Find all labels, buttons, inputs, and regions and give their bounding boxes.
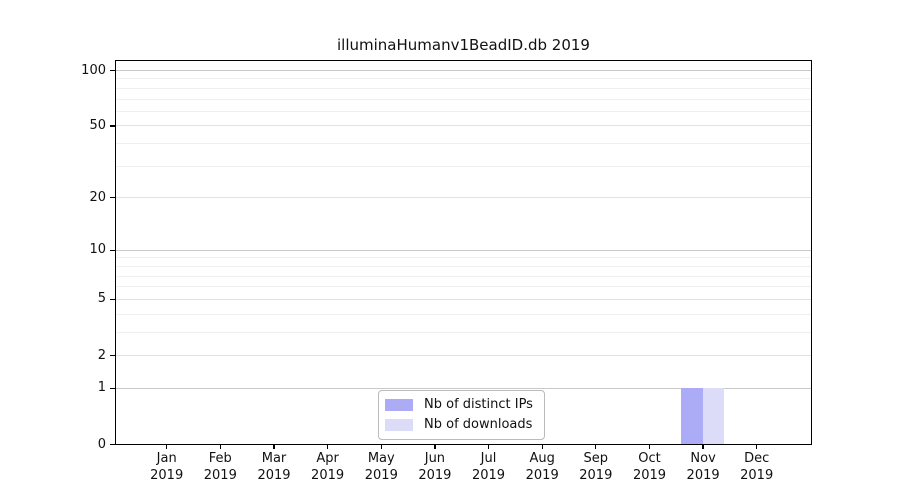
x-tick-text: Feb xyxy=(208,451,232,466)
x-tick-text: 2019 xyxy=(418,467,452,483)
gridline-minor xyxy=(116,331,811,333)
x-axis-tick xyxy=(380,444,382,449)
x-tick-text: Jan xyxy=(156,451,177,466)
x-tick-text: 2019 xyxy=(150,467,184,483)
x-axis-tick xyxy=(219,444,221,449)
gridline-minor xyxy=(116,286,811,288)
gridline-major xyxy=(116,298,811,300)
y-tick-label: 5 xyxy=(97,291,106,307)
x-axis-tick xyxy=(326,444,329,449)
y-tick-label: 2 xyxy=(97,347,106,363)
x-tick-label: Jun 2019 xyxy=(403,451,467,484)
y-axis-tick xyxy=(110,197,115,199)
y-tick-label: 50 xyxy=(89,117,106,133)
x-tick-label: Jan 2019 xyxy=(135,451,199,484)
y-tick-label: 1 xyxy=(97,380,106,396)
chart-title: illuminaHumanv1BeadID.db 2019 xyxy=(337,36,590,54)
gridline-minor xyxy=(116,110,811,112)
x-tick-label: May 2019 xyxy=(349,451,413,484)
gridline-minor xyxy=(116,313,811,315)
x-tick-text: May xyxy=(367,451,395,466)
x-tick-text: Aug xyxy=(529,451,555,466)
gridline-major xyxy=(116,70,811,71)
y-tick-label: 20 xyxy=(89,189,106,205)
x-tick-text: 2019 xyxy=(203,467,237,483)
x-axis-tick xyxy=(756,444,758,449)
y-axis-tick xyxy=(110,125,115,127)
y-axis-tick xyxy=(110,354,115,357)
gridline-minor xyxy=(116,265,811,267)
x-tick-text: Apr xyxy=(316,451,339,466)
x-axis-tick xyxy=(541,444,543,449)
legend: Nb of distinct IPs Nb of downloads xyxy=(378,390,545,440)
x-axis-tick xyxy=(648,444,651,449)
x-tick-label: Nov 2019 xyxy=(671,451,735,484)
gridline-major xyxy=(116,355,811,356)
x-axis-tick xyxy=(487,444,490,449)
x-axis-tick xyxy=(702,444,704,449)
x-tick-label: Oct 2019 xyxy=(618,451,682,484)
x-axis-tick xyxy=(595,444,597,449)
x-tick-label: Dec 2019 xyxy=(725,451,789,484)
y-axis-tick xyxy=(110,249,115,251)
x-axis-tick xyxy=(166,444,168,449)
gridline-minor xyxy=(116,87,811,89)
y-tick-label: 10 xyxy=(89,242,106,258)
y-tick-label: 0 xyxy=(97,436,106,452)
legend-swatch xyxy=(385,398,413,411)
x-tick-label: Mar 2019 xyxy=(242,451,306,484)
x-tick-text: Dec xyxy=(744,451,770,466)
x-tick-text: Oct xyxy=(638,451,661,466)
x-tick-text: Mar xyxy=(261,451,287,466)
x-tick-label: Aug 2019 xyxy=(510,451,574,484)
gridline-minor xyxy=(116,257,811,259)
gridline-minor xyxy=(116,98,811,100)
gridline-major xyxy=(116,197,811,199)
gridline-major xyxy=(116,387,811,389)
gridline-major xyxy=(116,249,811,251)
x-tick-label: Sep 2019 xyxy=(564,451,628,484)
y-axis-tick xyxy=(110,387,115,389)
x-tick-text: 2019 xyxy=(471,467,506,483)
x-tick-label: Feb 2019 xyxy=(188,451,252,484)
x-tick-text: 2019 xyxy=(364,467,398,483)
x-tick-text: Jul xyxy=(480,451,497,466)
x-axis-tick xyxy=(273,444,275,449)
x-tick-text: 2019 xyxy=(686,467,720,483)
x-axis-tick xyxy=(434,444,436,449)
legend-item-downloads: Nb of downloads xyxy=(385,417,533,432)
x-tick-text: 2019 xyxy=(579,467,613,483)
x-tick-label: Apr 2019 xyxy=(296,451,360,484)
gridline-minor xyxy=(116,78,811,80)
bar-distinct-ips xyxy=(681,387,703,444)
x-tick-text: 2019 xyxy=(311,467,345,483)
x-tick-text: 2019 xyxy=(632,467,667,483)
y-axis-tick xyxy=(110,443,115,446)
legend-item-distinct-ips: Nb of distinct IPs xyxy=(385,397,533,412)
gridline-minor xyxy=(116,143,811,145)
x-tick-text: 2019 xyxy=(740,467,774,483)
plot-area xyxy=(115,60,812,445)
legend-label: Nb of downloads xyxy=(424,417,533,432)
x-tick-text: Jun xyxy=(424,451,446,466)
x-tick-text: 2019 xyxy=(525,467,559,483)
gridline-minor xyxy=(116,275,811,277)
y-axis-tick xyxy=(110,298,115,300)
x-tick-text: Sep xyxy=(583,451,609,466)
x-tick-text: Nov xyxy=(690,451,716,466)
x-tick-text: 2019 xyxy=(257,467,291,483)
x-tick-label: Jul 2019 xyxy=(457,451,521,484)
legend-label: Nb of distinct IPs xyxy=(424,397,533,412)
y-tick-label: 100 xyxy=(81,62,106,78)
legend-swatch xyxy=(385,418,413,431)
gridline-major xyxy=(116,125,811,127)
bar-downloads xyxy=(702,387,725,444)
y-axis-tick xyxy=(110,69,115,72)
gridline-minor xyxy=(116,165,811,167)
